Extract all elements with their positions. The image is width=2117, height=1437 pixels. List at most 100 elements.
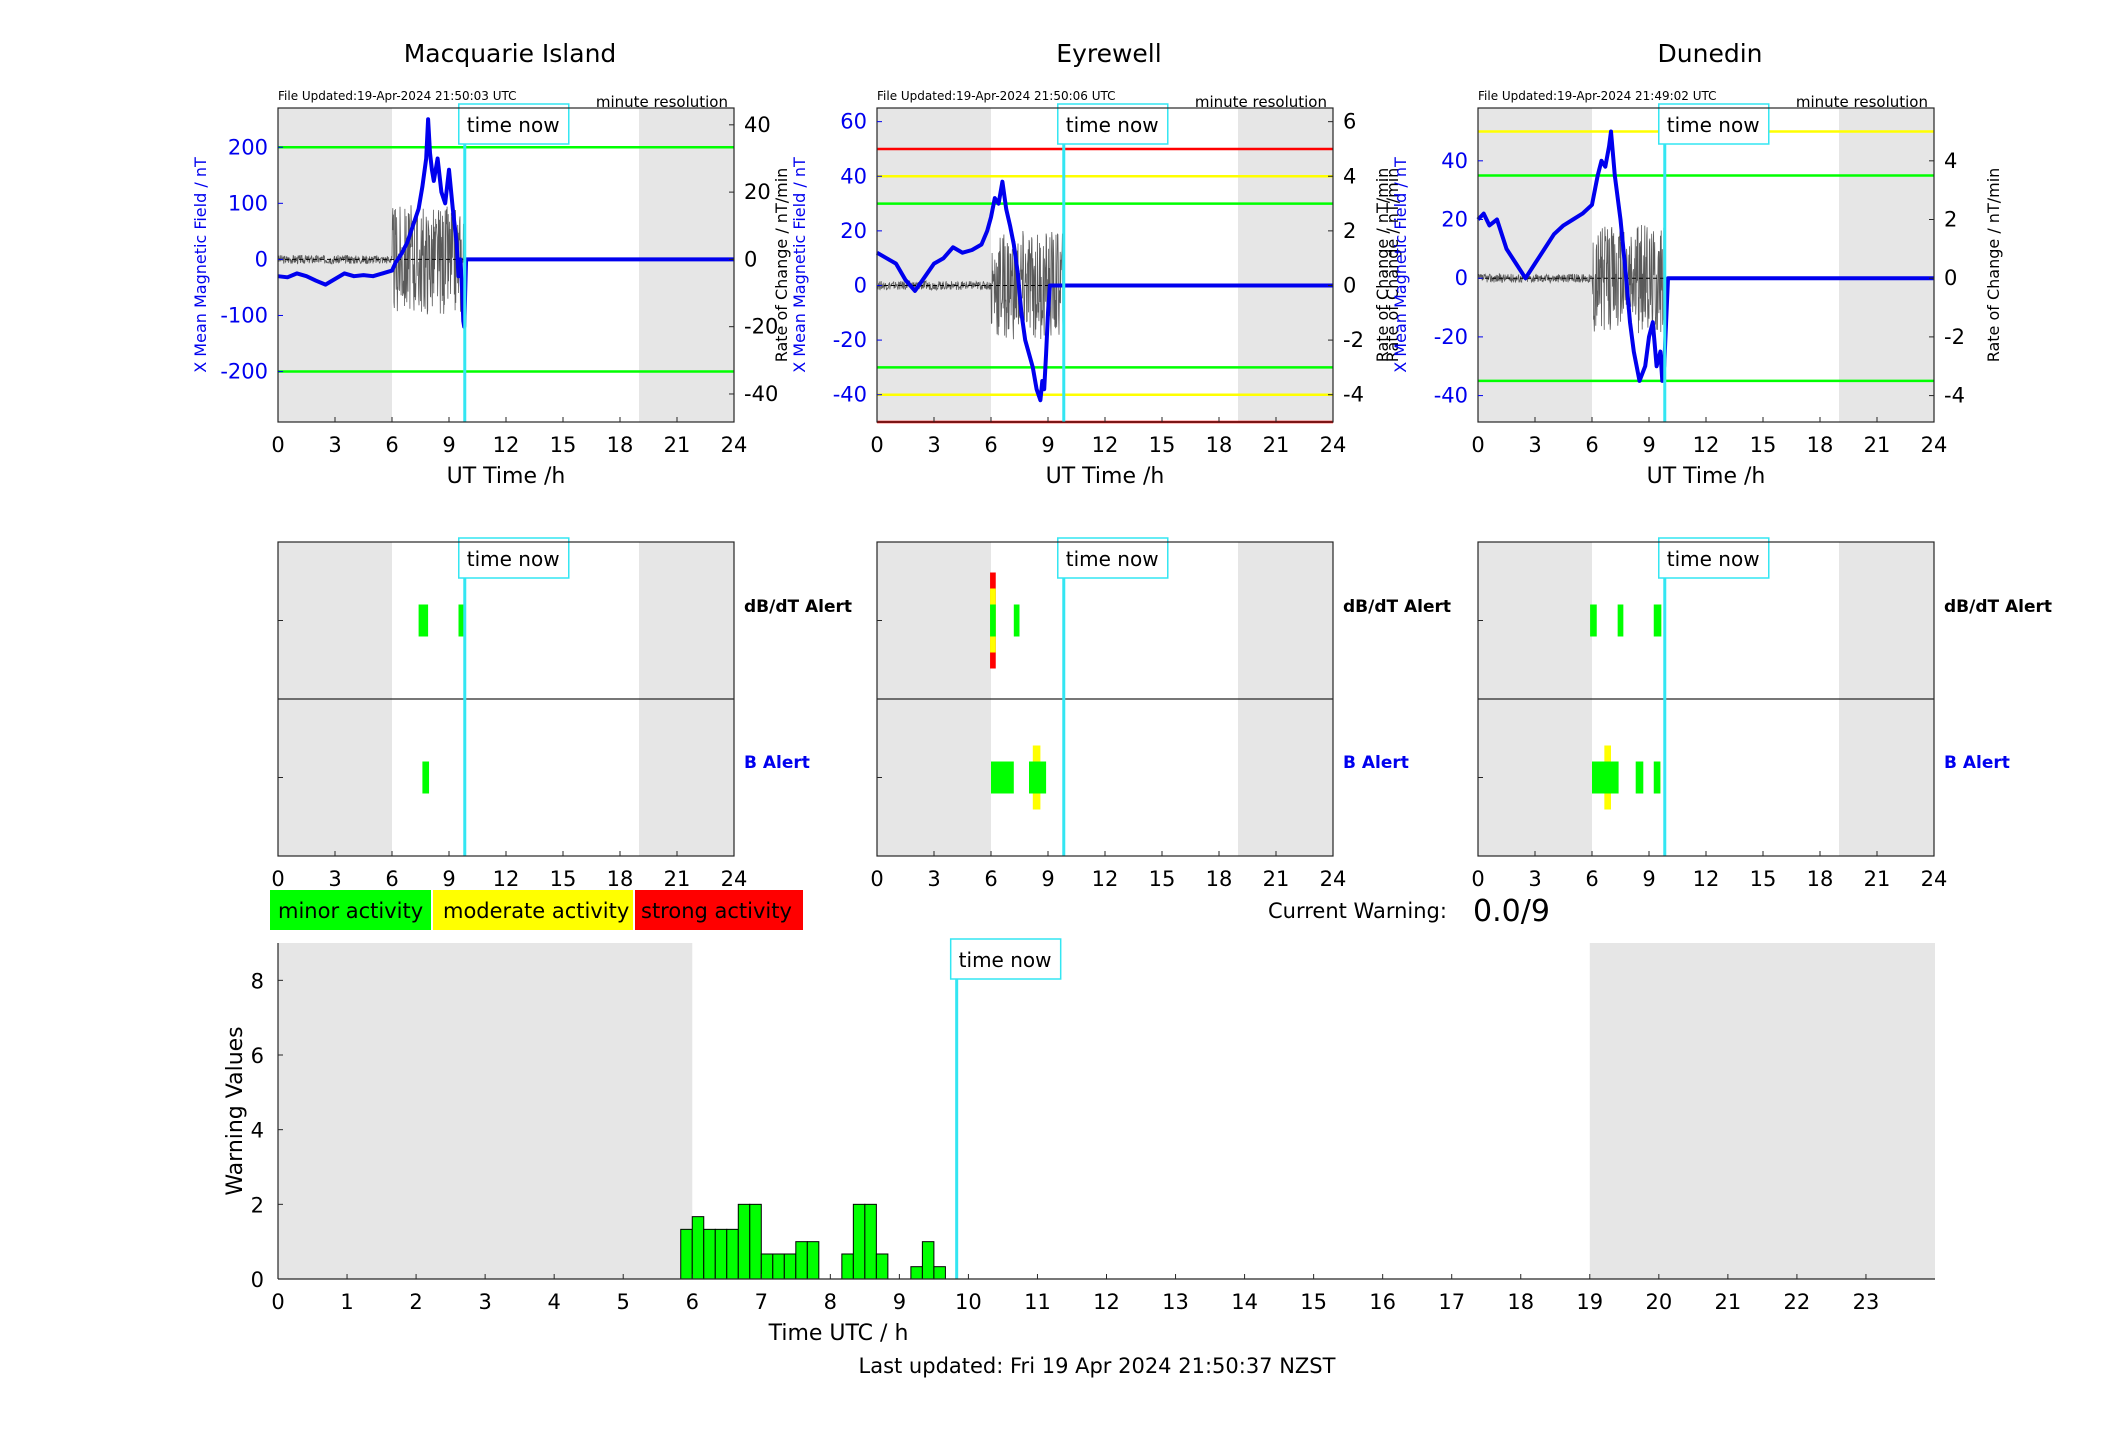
x-tick-label: 18 (1807, 433, 1834, 457)
time-now-label: time now (959, 948, 1052, 972)
x-tick-label: 12 (493, 433, 520, 457)
time-now-label: time now (1066, 113, 1159, 137)
x-tick-label: 6 (984, 433, 997, 457)
warning-bar (703, 1228, 716, 1280)
y-right-tick-label: 4 (1343, 164, 1356, 188)
y-right-tick-label: -4 (1343, 383, 1364, 407)
x-tick-label: 4 (547, 1290, 560, 1314)
x-tick-label: 20 (1645, 1290, 1672, 1314)
y-right-tick-label: 4 (1944, 149, 1957, 173)
y-tick-label: 4 (251, 1119, 264, 1143)
x-tick-label: 21 (1263, 867, 1290, 891)
y-left-tick-label: -20 (833, 328, 867, 352)
y-left-tick-label: 0 (854, 273, 867, 297)
x-tick-label: 24 (1921, 867, 1948, 891)
x-tick-label: 21 (664, 433, 691, 457)
x-tick-label: 18 (1507, 1290, 1534, 1314)
y-tick-label: 6 (251, 1044, 264, 1068)
x-tick-label: 9 (1041, 433, 1054, 457)
y-right-axis-label: Rate of Change / nT/min (1383, 168, 1402, 363)
rate-of-change-trace (277, 205, 465, 315)
x-tick-label: 12 (1092, 867, 1119, 891)
x-tick-label: 9 (1041, 867, 1054, 891)
alert-chart-eyrewell: time now 0 3 6 9 12 15 18 21 24 dB/dT Alert B Alert (870, 537, 1451, 891)
warning-bar (864, 1203, 877, 1280)
alert-chart-macquarie-island: time now 0 3 6 9 12 15 18 21 24 dB/dT Alert B Alert (271, 537, 852, 891)
y-tick-label: 8 (251, 969, 264, 993)
time-now-label: time now (467, 113, 560, 137)
alert-segment-minor (990, 604, 996, 637)
x-tick-label: 0 (271, 867, 284, 891)
legend-moderate-box (433, 890, 633, 930)
legend-moderate-label: moderate activity (443, 899, 629, 923)
x-tick-label: 18 (607, 433, 634, 457)
time-now-box (458, 103, 570, 145)
row-label-dbdt: dB/dT Alert (1343, 597, 1451, 617)
y-right-tick-label: -2 (1343, 328, 1364, 352)
x-tick-label: 24 (1320, 867, 1347, 891)
x-tick-label: 15 (1300, 1290, 1327, 1314)
night-shade (639, 108, 734, 422)
x-tick-label: 15 (1750, 867, 1777, 891)
x-tick-label: 3 (478, 1290, 491, 1314)
x-tick-label: 14 (1231, 1290, 1258, 1314)
station-title: Eyrewell (1056, 39, 1161, 68)
x-tick-label: 21 (1864, 433, 1891, 457)
x-tick-label: 19 (1576, 1290, 1603, 1314)
file-updated-text: File Updated:19-Apr-2024 21:50:06 UTC (877, 89, 1116, 103)
warning-bar (806, 1241, 820, 1280)
footer-last-updated: Last updated: Fri 19 Apr 2024 21:50:37 N… (859, 1354, 1336, 1378)
alert-chart-dunedin: time now 0 3 6 9 12 15 18 21 24 dB/dT Alert B Alert (1471, 537, 2052, 891)
alert-segment-minor (1653, 604, 1662, 637)
x-tick-label: 12 (1093, 1290, 1120, 1314)
y-right-tick-label: 20 (744, 180, 771, 204)
night-shade (278, 943, 693, 1279)
row-label-b: B Alert (1343, 753, 1409, 773)
y-left-tick-label: 0 (255, 247, 268, 271)
time-now-box (1057, 537, 1169, 579)
x-tick-label: 6 (385, 867, 398, 891)
row-label-b: B Alert (1944, 753, 2010, 773)
x-tick-label: 21 (1263, 433, 1290, 457)
warning-bar (795, 1241, 808, 1280)
x-tick-label: 3 (927, 433, 940, 457)
time-now-box (1658, 537, 1770, 579)
x-tick-label: 6 (686, 1290, 699, 1314)
y-right-tick-label: 0 (1944, 266, 1957, 290)
y-neighbor-axis-label: Rate of Change / nT/min (772, 168, 791, 363)
alert-segment-minor (1013, 604, 1020, 637)
x-tick-label: 12 (493, 867, 520, 891)
x-tick-label: 12 (1693, 433, 1720, 457)
y-left-tick-label: 0 (1455, 266, 1468, 290)
x-tick-label: 23 (1853, 1290, 1880, 1314)
x-tick-label: 18 (1206, 433, 1233, 457)
warning-bar (783, 1253, 797, 1280)
warning-bar (737, 1203, 751, 1280)
y-right-tick-label: 6 (1343, 110, 1356, 134)
y-right-tick-label: -4 (1944, 384, 1965, 408)
x-tick-label: 9 (893, 1290, 906, 1314)
x-tick-label: 15 (1149, 433, 1176, 457)
x-tick-label: 1 (340, 1290, 353, 1314)
resolution-text: minute resolution (1195, 93, 1327, 111)
y-tick-label: 2 (251, 1193, 264, 1217)
y-right-tick-label: -40 (744, 382, 778, 406)
activity-legend: minor activity moderate activity strong … (270, 890, 803, 930)
resolution-text: minute resolution (1796, 93, 1928, 111)
y-left-tick-label: 20 (840, 219, 867, 243)
current-warning-label: Current Warning: (1268, 899, 1447, 923)
y-left-tick-label: -20 (1434, 325, 1468, 349)
x-tick-label: 9 (1642, 433, 1655, 457)
row-label-dbdt: dB/dT Alert (1944, 597, 2052, 617)
x-tick-label: 18 (607, 867, 634, 891)
warning-bar (691, 1216, 705, 1280)
night-shade (278, 108, 392, 422)
warning-bar (714, 1228, 728, 1280)
x-tick-label: 8 (824, 1290, 837, 1314)
x-axis-label: UT Time /h (1647, 464, 1766, 489)
legend-strong-box (635, 890, 803, 930)
warning-bar (680, 1228, 693, 1280)
